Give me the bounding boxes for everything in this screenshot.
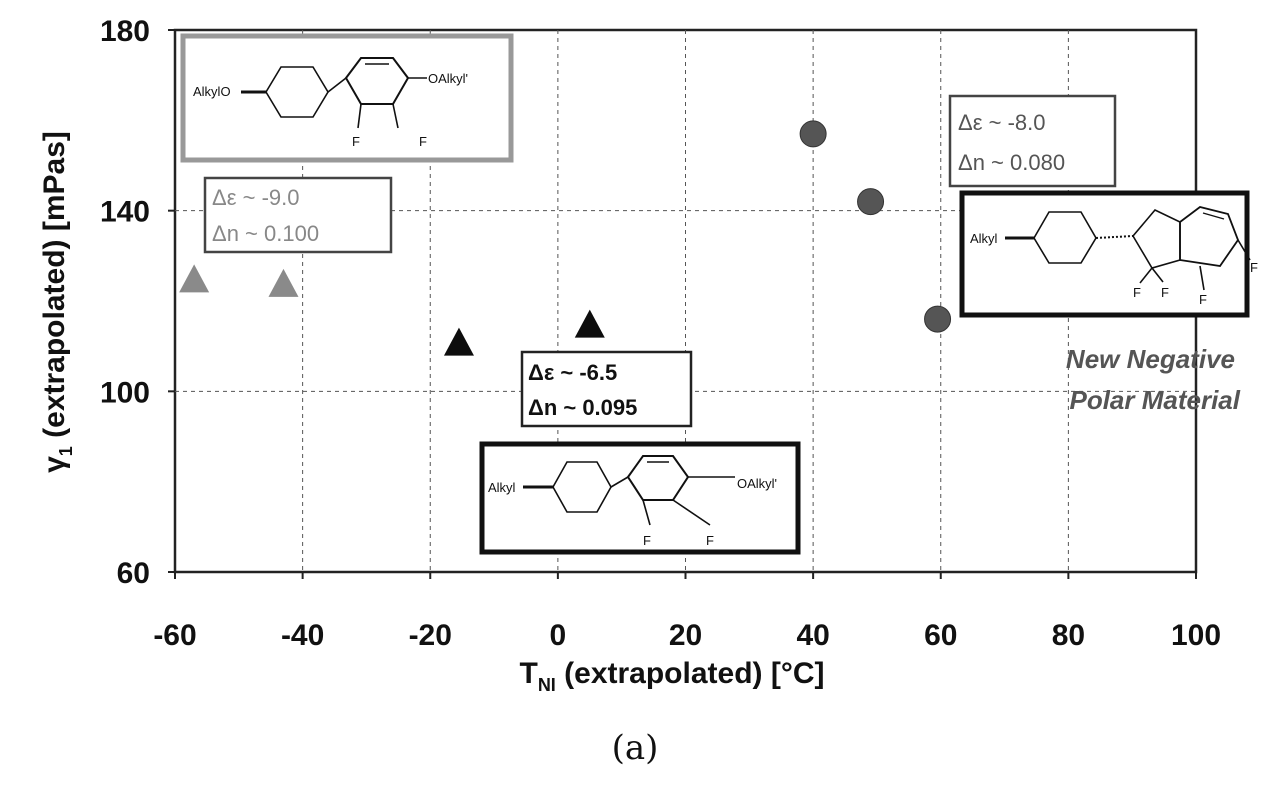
- triangle-point: [179, 264, 210, 293]
- svg-text:F: F: [419, 134, 427, 149]
- svg-text:F: F: [1250, 260, 1258, 275]
- svg-text:Δn ~ 0.080: Δn ~ 0.080: [958, 150, 1065, 175]
- svg-text:Δn ~ 0.095: Δn ~ 0.095: [528, 395, 637, 420]
- structure-bottom: Alkyl OAlkyl' F F: [479, 441, 801, 555]
- svg-text:OAlkyl': OAlkyl': [428, 71, 468, 86]
- triangle-point: [443, 327, 474, 356]
- data-points: [179, 120, 952, 356]
- y-tick-label: 180: [100, 15, 150, 48]
- svg-text:F: F: [1133, 285, 1141, 300]
- x-tick-label: 0: [550, 619, 567, 652]
- svg-text:Δε ~ -6.5: Δε ~ -6.5: [528, 360, 617, 385]
- svg-text:F: F: [643, 533, 651, 548]
- svg-text:AlkylO: AlkylO: [193, 84, 231, 99]
- circle-point: [857, 188, 885, 216]
- triangle-point: [268, 268, 299, 297]
- y-tick-label: 140: [100, 196, 150, 229]
- svg-text:Δn ~ 0.100: Δn ~ 0.100: [212, 221, 319, 246]
- structure-right: Alkyl F F F F: [959, 190, 1258, 318]
- y-axis-title: γ1 (extrapolated) [mPas]: [38, 131, 76, 473]
- svg-text:F: F: [1199, 292, 1207, 307]
- new-material-label-1: New Negative: [1066, 344, 1235, 374]
- svg-text:Δε ~ -8.0: Δε ~ -8.0: [958, 110, 1045, 135]
- x-tick-label: 60: [924, 619, 957, 652]
- x-tick-label: -40: [281, 619, 324, 652]
- chart: -60 -40 -20 0 20 40 60 80 100 60 100 140 180 TNI (e…: [38, 15, 1258, 695]
- triangle-point: [574, 309, 605, 338]
- x-axis-title: TNI (extrapolated) [°C]: [519, 657, 824, 695]
- svg-text:Alkyl: Alkyl: [970, 231, 998, 246]
- svg-text:F: F: [706, 533, 714, 548]
- annotation-circle: Δε ~ -8.0 Δn ~ 0.080: [948, 94, 1117, 188]
- annotation-gray: Δε ~ -9.0 Δn ~ 0.100: [203, 176, 393, 254]
- svg-text:OAlkyl': OAlkyl': [737, 476, 777, 491]
- x-tick-label: 100: [1171, 619, 1221, 652]
- circle-point: [924, 305, 952, 333]
- y-ticks: 60 100 140 180: [100, 15, 175, 590]
- x-tick-label: 80: [1052, 619, 1085, 652]
- figure-caption: (a): [611, 728, 659, 768]
- y-tick-label: 100: [100, 376, 150, 409]
- annotation-black: Δε ~ -6.5 Δn ~ 0.095: [520, 350, 693, 428]
- x-tick-label: 20: [669, 619, 702, 652]
- new-material-label-2: Polar Material: [1069, 385, 1240, 415]
- x-tick-label: 40: [796, 619, 829, 652]
- svg-text:F: F: [1161, 285, 1169, 300]
- x-ticks: -60 -40 -20 0 20 40 60 80 100: [153, 572, 1221, 652]
- circle-point: [799, 120, 827, 148]
- svg-text:Δε ~ -9.0: Δε ~ -9.0: [212, 185, 299, 210]
- structure-top-left: AlkylO OAlkyl' F F: [180, 33, 514, 163]
- x-tick-label: -60: [153, 619, 196, 652]
- svg-text:Alkyl: Alkyl: [488, 480, 516, 495]
- svg-text:F: F: [352, 134, 360, 149]
- y-tick-label: 60: [117, 557, 150, 590]
- x-tick-label: -20: [409, 619, 452, 652]
